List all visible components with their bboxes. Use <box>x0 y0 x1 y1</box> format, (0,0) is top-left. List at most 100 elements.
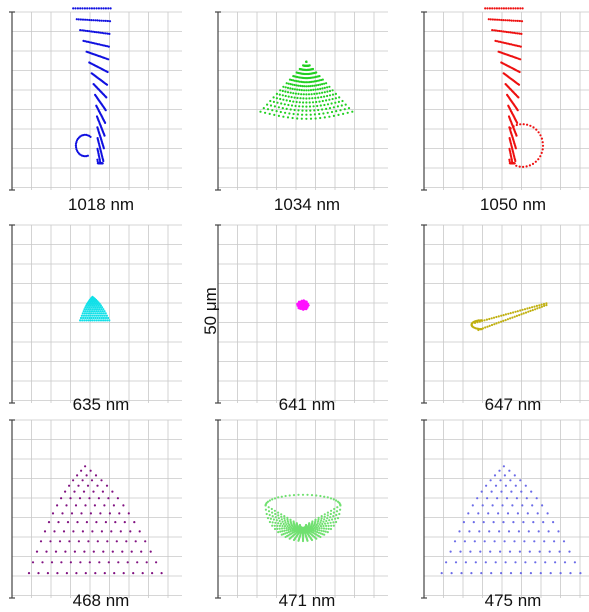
spot-point <box>266 500 270 503</box>
spot-point <box>491 7 494 10</box>
spot-point <box>93 319 96 322</box>
spot-point <box>84 465 87 468</box>
spot-point <box>104 19 107 22</box>
spot-point <box>342 112 345 115</box>
spot-point <box>511 504 514 507</box>
spot-point <box>89 314 92 317</box>
spot-point <box>102 550 105 553</box>
spot-point <box>86 29 89 33</box>
spot-point <box>97 314 100 317</box>
spot-point <box>579 572 582 575</box>
spot-point <box>309 89 313 92</box>
spot-point <box>316 104 319 108</box>
spot-point <box>335 520 338 524</box>
spot-point <box>102 19 105 22</box>
spot-point <box>494 561 497 564</box>
spot-point <box>291 527 294 531</box>
spot-point <box>312 529 315 532</box>
spot-point <box>299 97 302 100</box>
spot-point <box>46 572 50 575</box>
spot-point <box>266 108 270 111</box>
spot-point <box>305 308 308 311</box>
spot-point <box>313 84 316 87</box>
spot-point <box>490 323 494 327</box>
spot-point <box>280 518 283 521</box>
spot-point <box>328 89 332 93</box>
spot-point <box>288 494 291 497</box>
spot-point <box>268 112 271 115</box>
spot-point <box>329 497 333 500</box>
spot-point <box>516 19 519 22</box>
spot-point <box>323 103 326 107</box>
spot-point <box>283 515 286 518</box>
spot-point <box>502 30 505 33</box>
spot-point <box>83 133 86 136</box>
spot-point <box>478 530 481 533</box>
spot-point <box>305 101 308 104</box>
spot-point <box>532 126 535 129</box>
spot-points <box>296 299 310 311</box>
spot-point <box>102 7 105 10</box>
spot-point <box>106 32 109 35</box>
spot-point <box>512 7 515 10</box>
spot-point <box>281 89 284 93</box>
spot-point <box>283 517 286 520</box>
spot-point <box>329 512 332 516</box>
spot-point <box>151 572 154 575</box>
spot-point <box>512 521 515 524</box>
spot-points <box>470 302 548 332</box>
spot-point <box>494 29 497 32</box>
spot-point <box>519 123 522 126</box>
spot-point <box>284 94 287 98</box>
spot-point <box>93 310 96 313</box>
spot-point <box>529 309 532 312</box>
spot-point <box>500 572 503 575</box>
spot-point <box>557 530 560 533</box>
spot-point <box>513 474 516 477</box>
spot-point <box>504 19 507 22</box>
spot-point <box>512 19 515 22</box>
spot-point <box>484 326 487 329</box>
spot-point <box>76 7 79 10</box>
spot-point <box>292 92 295 95</box>
spot-point <box>284 90 287 93</box>
spot-point <box>296 88 299 91</box>
spot-point <box>497 512 500 515</box>
spot-point <box>485 318 488 321</box>
spot-point <box>539 155 542 158</box>
spot-point <box>311 67 315 71</box>
spot-point <box>268 499 271 502</box>
spot-point <box>271 521 274 524</box>
spot-point <box>298 523 301 527</box>
spot-point <box>292 494 296 497</box>
spot-point <box>60 561 63 564</box>
spot-point <box>516 512 520 515</box>
spot-point <box>323 91 326 94</box>
spot-point <box>300 89 303 92</box>
spot-point <box>81 479 84 482</box>
spot-point <box>514 159 517 163</box>
spot-point <box>72 530 75 533</box>
spot-point <box>505 7 508 10</box>
spot-point <box>287 95 290 98</box>
spot-point <box>517 83 521 86</box>
spot-point <box>329 527 333 531</box>
spot-point <box>496 29 499 32</box>
spot-point <box>527 530 530 533</box>
spot-point <box>80 469 83 472</box>
spot-point <box>528 306 531 309</box>
spot-point <box>106 70 109 74</box>
spot-point <box>542 521 545 524</box>
spot-point <box>323 515 326 518</box>
spot-point <box>290 96 293 99</box>
spot-point <box>286 520 289 523</box>
spot-point <box>485 484 488 487</box>
wavelength-label: 641 nm <box>279 395 336 414</box>
spot-point <box>493 7 496 10</box>
spot-point <box>84 306 87 309</box>
spot-point <box>278 93 281 96</box>
spot-point <box>526 512 529 515</box>
spot-point <box>97 319 100 322</box>
spot-point <box>82 310 85 313</box>
spot-point <box>533 540 536 543</box>
